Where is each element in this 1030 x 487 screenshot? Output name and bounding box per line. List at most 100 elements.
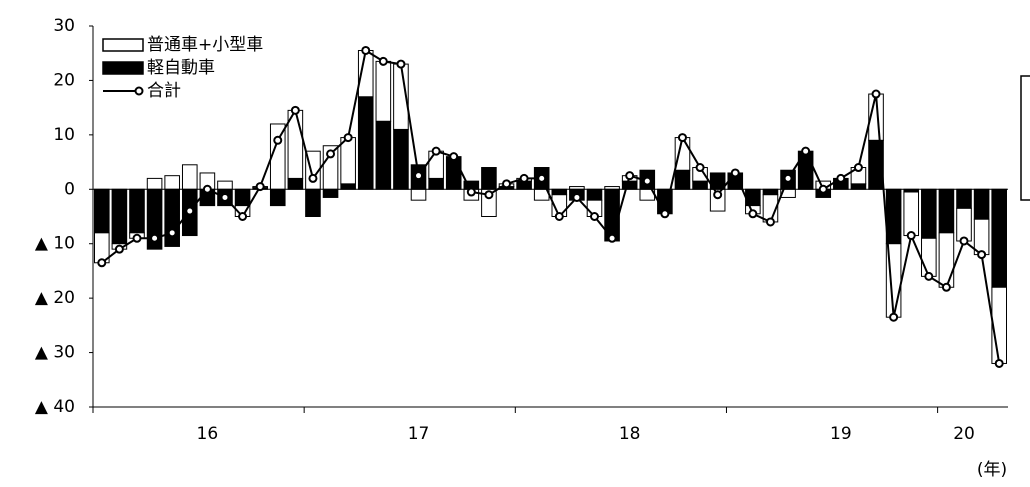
bar <box>217 180 233 190</box>
y-tick-label: 30 <box>53 16 75 36</box>
x-tick-label: 17 <box>408 424 430 444</box>
point <box>853 163 863 173</box>
bar <box>481 167 497 190</box>
point <box>484 190 494 200</box>
point <box>765 217 775 227</box>
bar <box>111 188 128 245</box>
point <box>977 250 987 260</box>
point <box>783 173 793 183</box>
point <box>730 168 740 178</box>
bar <box>956 207 972 242</box>
bar <box>938 188 955 234</box>
bar <box>903 191 920 237</box>
point <box>167 228 177 238</box>
bar <box>269 188 286 207</box>
point <box>431 146 441 156</box>
bar <box>428 177 444 190</box>
bar <box>340 183 356 190</box>
bar <box>991 286 1008 364</box>
bar <box>551 188 568 196</box>
point <box>220 192 230 202</box>
line <box>101 48 1001 364</box>
point <box>906 231 916 241</box>
point <box>150 233 160 243</box>
y-tick-label: ▲ 30 <box>35 343 75 363</box>
point <box>361 45 371 55</box>
point <box>326 149 336 159</box>
point <box>889 312 899 322</box>
point <box>748 209 758 219</box>
bar <box>850 183 867 190</box>
bar <box>586 188 603 201</box>
point <box>519 173 529 183</box>
bar <box>269 123 286 190</box>
bar <box>921 188 937 239</box>
legend-marker <box>134 86 144 96</box>
y-tick-label: 20 <box>53 70 75 90</box>
point <box>449 152 459 162</box>
point <box>537 173 547 183</box>
bar <box>305 188 321 218</box>
bar <box>956 188 972 209</box>
bar <box>322 188 339 198</box>
bar <box>410 188 427 201</box>
point <box>273 135 283 145</box>
point <box>607 233 617 243</box>
bar <box>762 188 779 196</box>
bar <box>991 188 1008 288</box>
bar <box>621 180 638 190</box>
bar <box>973 218 990 256</box>
point <box>378 56 388 66</box>
legend-label: 合計 <box>147 81 181 101</box>
bar <box>129 188 145 234</box>
point <box>818 184 828 194</box>
point <box>836 173 846 183</box>
point <box>642 176 652 186</box>
point <box>255 182 265 192</box>
bar <box>94 188 110 234</box>
point <box>625 171 635 181</box>
legend-swatch <box>102 61 144 75</box>
bar <box>234 188 251 207</box>
bar <box>181 164 198 190</box>
legend-label: 普通車+小型車 <box>147 35 263 55</box>
point <box>713 190 723 200</box>
y-tick-label: ▲ 10 <box>35 234 75 254</box>
point <box>132 233 142 243</box>
point <box>660 209 670 219</box>
point <box>677 133 687 143</box>
point <box>202 184 212 194</box>
x-tick-label: 18 <box>619 424 641 444</box>
legend-swatch <box>102 38 144 52</box>
y-tick-label: 10 <box>53 125 75 145</box>
point <box>572 192 582 202</box>
bar <box>797 150 814 190</box>
point <box>308 173 318 183</box>
bar <box>938 232 955 288</box>
bar <box>973 188 990 220</box>
point <box>871 89 881 99</box>
point <box>502 179 512 189</box>
bar <box>164 175 180 190</box>
point <box>185 206 195 216</box>
bar <box>393 128 409 190</box>
bar <box>921 237 937 277</box>
point <box>994 358 1004 368</box>
point <box>238 212 248 221</box>
bar <box>674 137 691 171</box>
point <box>466 187 476 197</box>
bar <box>340 137 356 185</box>
point <box>396 59 406 69</box>
point <box>695 163 705 173</box>
point <box>801 146 811 156</box>
x-axis-label: (年) <box>977 460 1007 480</box>
bar <box>885 188 902 245</box>
y-tick-label: ▲ 40 <box>35 397 75 417</box>
bar <box>375 60 392 122</box>
bar <box>674 169 691 190</box>
bar <box>357 96 374 190</box>
point <box>414 171 424 181</box>
y-tick-label: ▲ 20 <box>35 288 75 308</box>
point <box>290 105 300 115</box>
